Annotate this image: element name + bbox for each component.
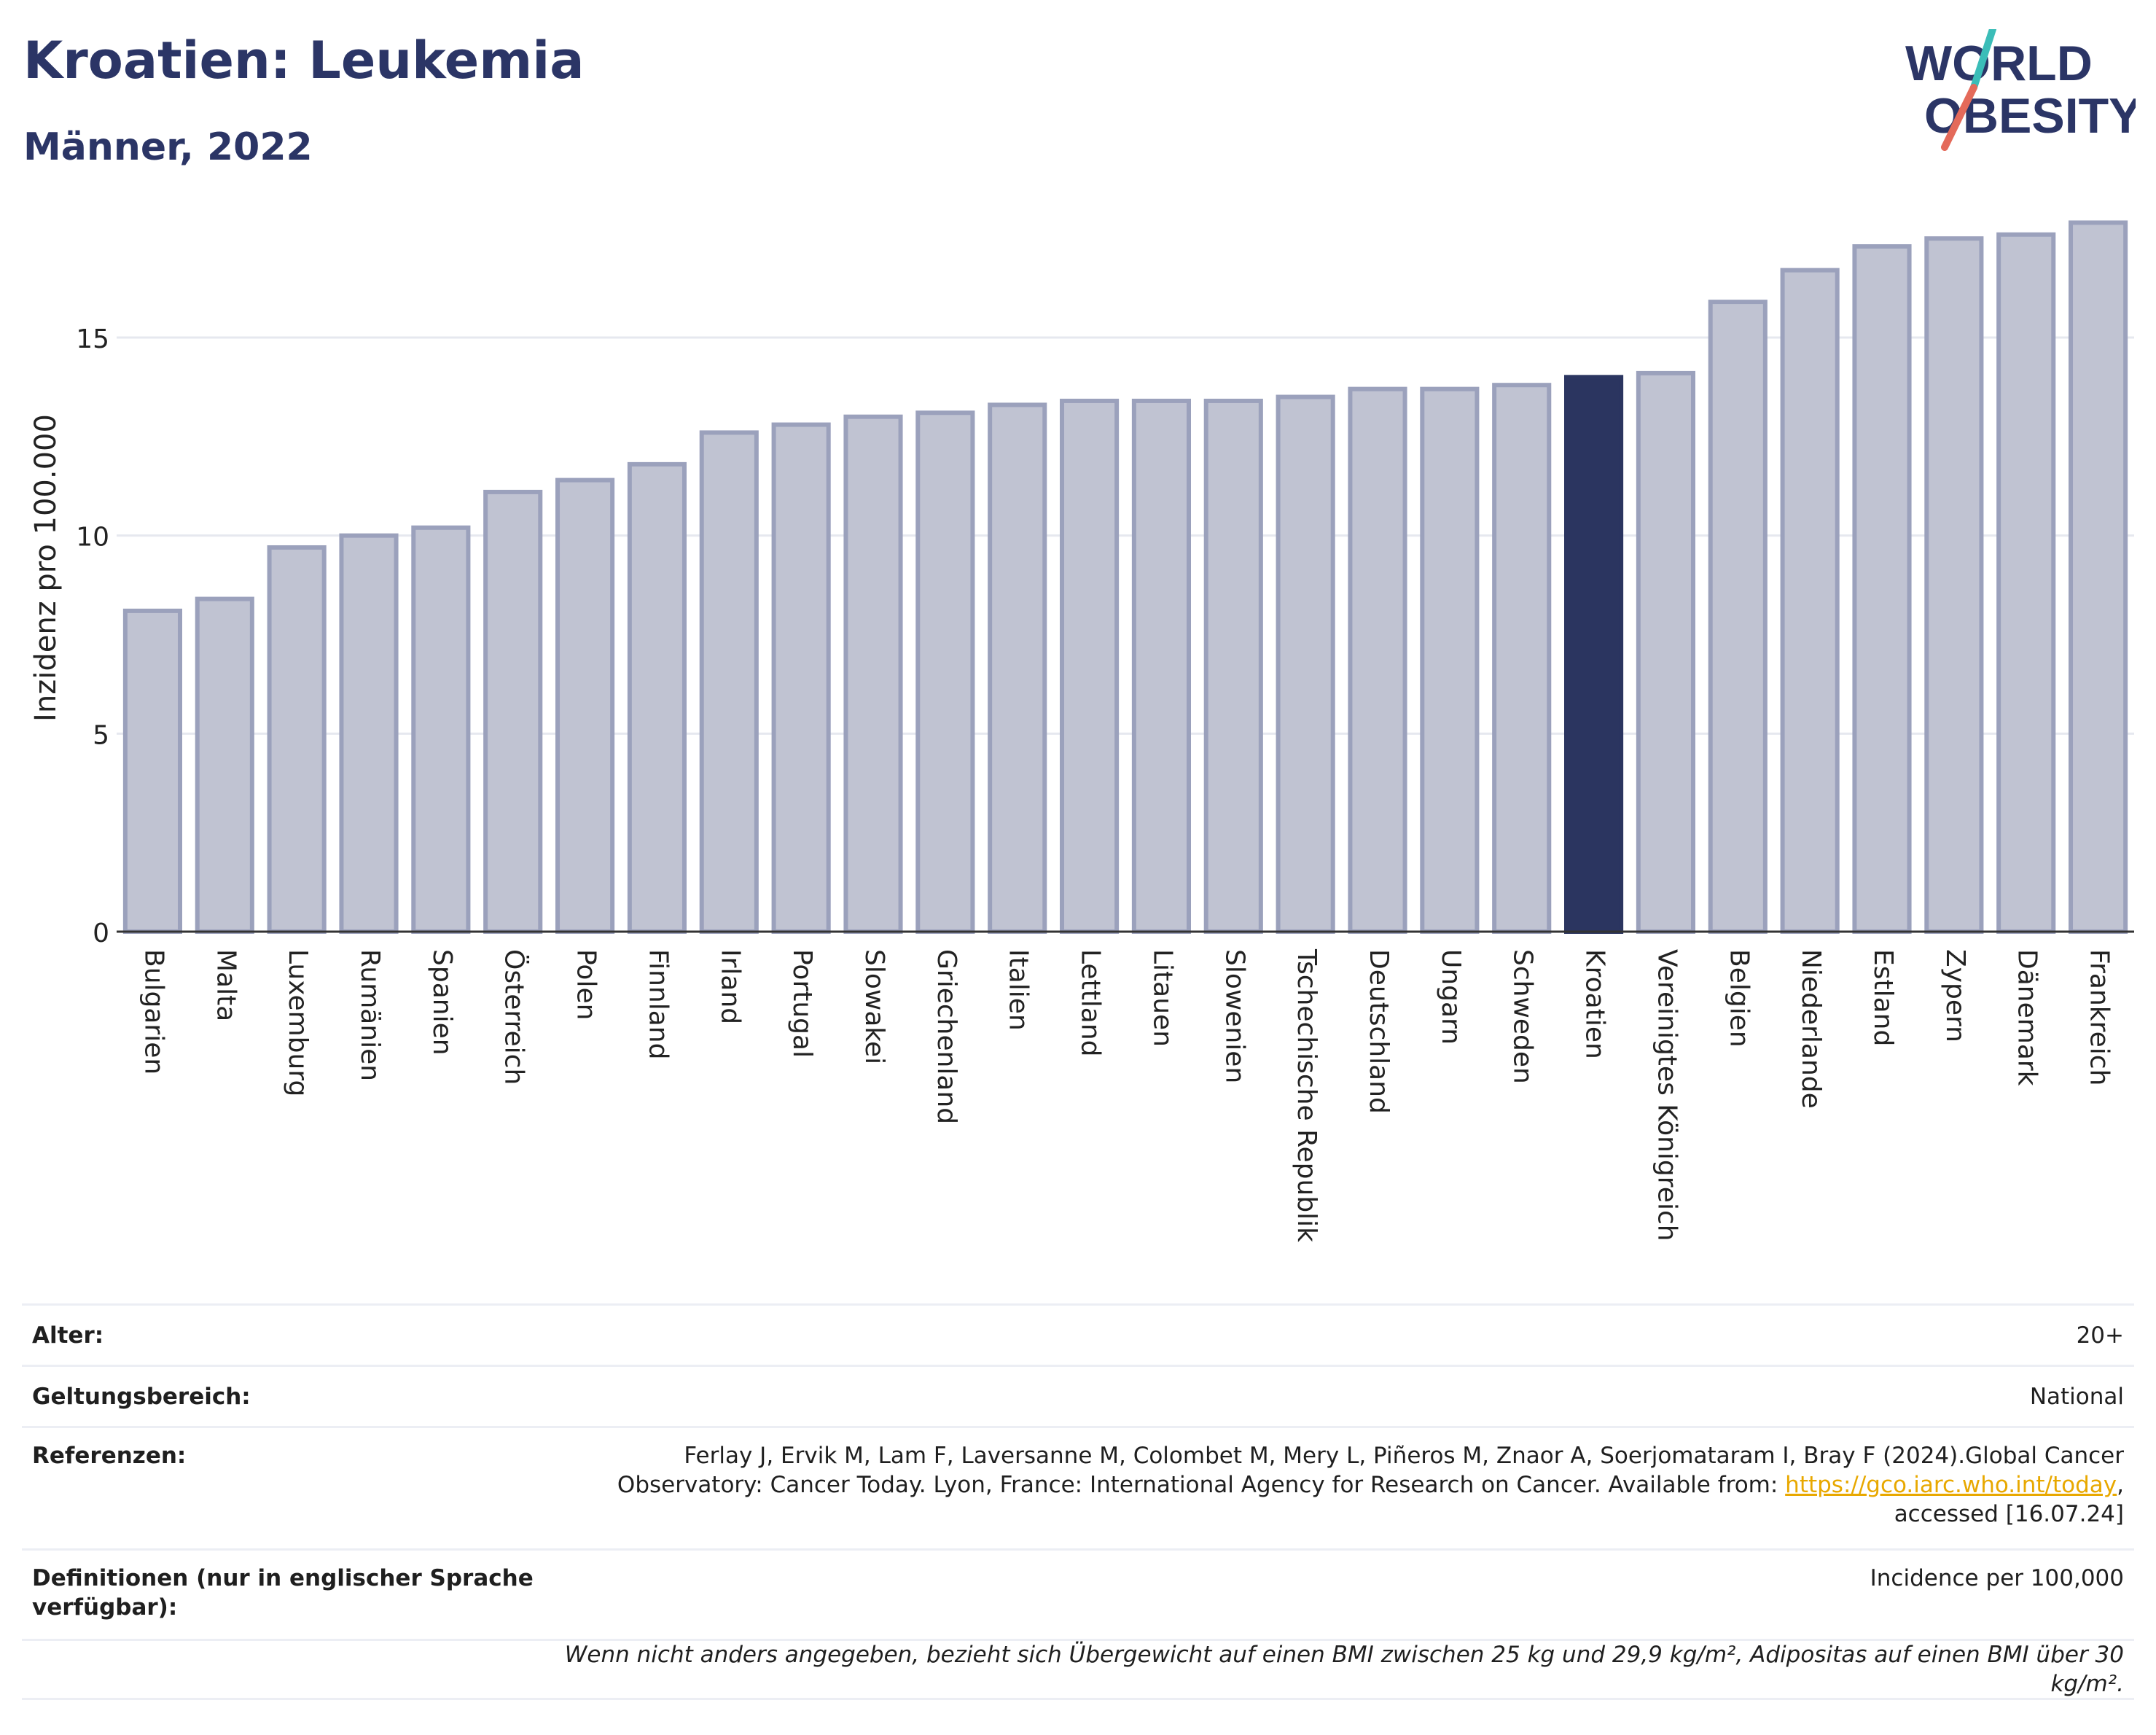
bar-7 [555,477,615,934]
definitions-label: Definitionen (nur in englischer Sprache … [32,1565,534,1621]
metadata-table: Alter: 20+ Geltungsbereich: National Ref… [22,1303,2134,1700]
scope-label: Geltungsbereich: [32,1383,251,1410]
x-tick-label: Griechenland [931,949,961,1124]
x-tick-label: Niederlande [1796,949,1826,1109]
bar-9 [699,430,759,934]
bar-chart: 0 5 10 15 Inzidenz pro 100.000 Bulgarien Malta… [29,220,2134,1242]
x-tick-label: Deutschland [1364,949,1394,1114]
x-tick-label: Kroatien [1580,949,1610,1059]
references-text: Ferlay J, Ervik M, Lam F, Laversanne M, … [617,1443,2124,1498]
bar-20 [1492,383,1552,934]
x-tick-label: Lettland [1076,949,1106,1057]
x-tick-label: Slowenien [1219,949,1249,1083]
x-tick-label: Zypern [1940,949,1970,1042]
bar-23 [1708,300,1768,935]
x-tick-label: Irland [715,949,745,1024]
x-tick-label: Schweden [1508,949,1538,1084]
bar-5 [411,525,471,934]
bmi-note: Wenn nicht anders angegeben, bezieht sic… [564,1642,2124,1697]
bar-24 [1780,268,1840,934]
bar-3 [267,545,327,934]
references-value: Ferlay J, Ervik M, Lam F, Laversanne M, … [564,1441,2124,1548]
x-tick-label: Spanien [427,949,457,1056]
x-tick-label: Litauen [1147,949,1177,1047]
bar-6 [483,489,543,934]
x-tick-label: Slowakei [859,949,889,1064]
y-tick-label: 15 [76,324,109,354]
bar-19 [1420,386,1480,934]
x-tick-label: Finnland [643,949,673,1059]
meta-row-scope: Geltungsbereich: National [22,1365,2134,1426]
bar-21 [1564,375,1624,934]
x-tick-label: Estland [1868,949,1898,1046]
x-tick-label: Polen [571,949,601,1020]
age-label: Alter: [32,1322,104,1349]
definitions-value: Incidence per 100,000 [1870,1565,2124,1591]
meta-row-references: Referenzen: Ferlay J, Ervik M, Lam F, La… [22,1426,2134,1548]
x-tick-label: Vereinigtes Königreich [1652,949,1682,1241]
references-accessed: , accessed [16.07.24] [1894,1472,2124,1527]
bar-22 [1636,370,1695,934]
x-tick-label: Dänemark [2012,949,2042,1086]
y-axis-label: Inzidenz pro 100.000 [29,414,63,722]
bar-11 [843,414,903,934]
bar-25 [1852,244,1912,934]
scope-value: National [2029,1383,2124,1410]
x-tick-label: Tschechische Republik [1292,948,1321,1242]
bar-15 [1131,398,1191,934]
bar-26 [1924,236,1984,934]
logo-slash-red [1941,84,1977,151]
bar-14 [1060,398,1120,934]
bar-12 [915,410,975,934]
age-value: 20+ [2076,1322,2124,1349]
x-tick-label: Italien [1004,949,1034,1031]
meta-row-age: Alter: 20+ [22,1303,2134,1365]
x-tick-label: Belgien [1724,949,1754,1048]
bar-17 [1276,394,1335,934]
chart-title: Kroatien: Leukemia [23,31,585,90]
x-tick-label: Rumänien [355,949,385,1081]
meta-row-definitions: Definitionen (nur in englischer Sprache … [22,1548,2134,1639]
x-tick-label: Luxemburg [283,949,313,1096]
x-tick-label: Ungarn [1436,949,1466,1045]
x-tick-label: Österreich [499,949,530,1085]
references-label: Referenzen: [32,1443,187,1469]
chart-subtitle: Männer, 2022 [23,125,313,169]
x-tick-label: Portugal [787,949,817,1058]
bar-16 [1203,398,1263,934]
x-tick-label: Frankreich [2085,949,2114,1085]
bar-28 [2069,220,2128,934]
x-tick-label: Bulgarien [138,949,168,1075]
bar-1 [122,608,182,935]
bar-13 [988,402,1047,934]
logo-slash-teal [1970,29,1996,91]
y-tick-label: 10 [76,523,109,553]
meta-row-note: Wenn nicht anders angegeben, bezieht sic… [22,1639,2134,1700]
bar-4 [339,533,399,934]
bar-27 [1996,232,2056,934]
world-obesity-logo: WORLD OBESITY [1905,29,2136,151]
references-link[interactable]: https://gco.iarc.who.int/today [1785,1472,2117,1498]
bar-2 [195,596,254,934]
y-tick-label: 0 [93,919,109,948]
bar-8 [627,461,687,934]
logo-line1: WORLD [1905,36,2093,91]
x-tick-label: Malta [211,949,241,1021]
y-tick-label: 5 [93,720,109,750]
bar-10 [771,422,831,934]
bar-18 [1348,386,1407,934]
